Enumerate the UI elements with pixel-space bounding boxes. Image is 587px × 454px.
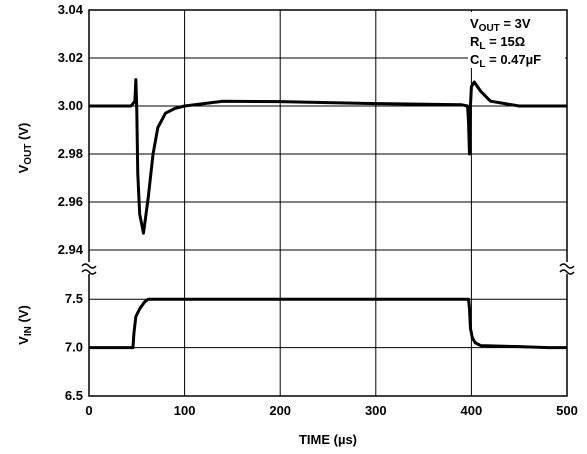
y-tick-label: 7.5	[65, 291, 83, 306]
ylabel-vout-sub: OUT	[23, 144, 34, 165]
x-tick-label: 300	[365, 403, 387, 418]
y-tick-label: 2.96	[58, 194, 83, 209]
x-tick-label: 200	[269, 403, 291, 418]
ylabel-vin-unit: (V)	[16, 305, 31, 326]
ylabel-vout-unit: (V)	[16, 123, 31, 144]
x-tick-label: 0	[85, 403, 92, 418]
ylabel-vin-main: V	[16, 336, 31, 345]
y-tick-label: 3.00	[58, 98, 83, 113]
x-tick-label: 400	[461, 403, 483, 418]
series-layer	[89, 78, 567, 350]
plot-frame	[88, 9, 568, 397]
annotation-vout: VOUT = 3V	[470, 16, 531, 34]
ylabel-vin: VIN (V)	[16, 305, 34, 345]
ylabel-vout: VOUT (V)	[16, 123, 34, 174]
conditions-annotation: VOUT = 3V RL = 15Ω CL = 0.47µF	[468, 12, 565, 70]
y-tick-label: 7.0	[65, 340, 83, 355]
y-tick-label: 2.98	[58, 146, 83, 161]
annotation-cl: CL = 0.47µF	[470, 52, 541, 70]
y-tick-label: 6.5	[65, 388, 83, 403]
x-tick-label: 100	[174, 403, 196, 418]
x-tick-label: 500	[556, 403, 578, 418]
vin-trace	[89, 297, 567, 350]
ylabel-vin-sub: IN	[23, 326, 34, 336]
y-tick-label: 2.94	[58, 242, 84, 257]
y-tick-label: 3.02	[58, 50, 83, 65]
vout-trace	[89, 78, 567, 235]
xlabel: TIME (µs)	[299, 432, 357, 447]
axis-break-left	[81, 262, 97, 275]
ylabel-vout-main: V	[16, 164, 31, 173]
axis-breaks	[81, 262, 575, 275]
axis-break-right	[559, 262, 575, 275]
annotation-rl: RL = 15Ω	[470, 34, 525, 52]
y-tick-label: 3.04	[58, 2, 84, 17]
tick-labels: 0 100 200 300 400 500 2.94 2.96 2.98 3.00 3.02 3.04…	[58, 2, 578, 418]
